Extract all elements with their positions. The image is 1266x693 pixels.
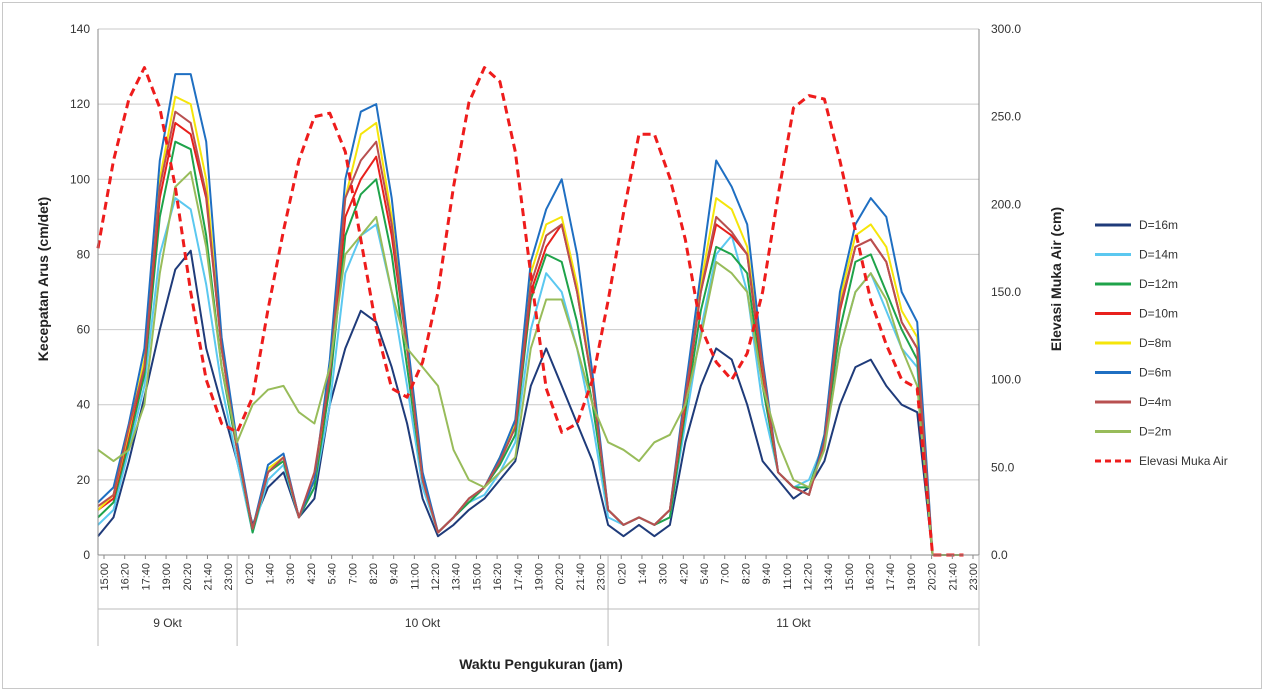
y-left-tick-label: 140	[70, 22, 90, 36]
x-tick-label: 21:40	[947, 563, 959, 591]
series-line-d-6m	[97, 73, 964, 556]
legend-label: Elevasi Muka Air	[1139, 454, 1228, 468]
legend-label: D=4m	[1139, 395, 1171, 409]
y-right-tick-label: 50.0	[991, 460, 1015, 474]
chart-svg: 0 20 40 60 80 100 120 140 0.0 50.0 100.0 150.0 200.0…	[35, 22, 1228, 672]
series-line-elevasi-muka-air	[96, 66, 964, 557]
y-axis-left-title: Kecepatan Arus (cm/det)	[35, 197, 51, 361]
y-right-tick-label: 150.0	[991, 285, 1021, 299]
x-tick-label: 0:20	[244, 563, 256, 584]
x-tick-label: 13:40	[451, 563, 463, 591]
series-layer	[96, 66, 964, 557]
x-tick-label: 16:20	[492, 563, 504, 591]
x-tick-label: 17:40	[140, 563, 152, 591]
y-left-tick-label: 20	[77, 473, 91, 487]
x-tick-label: 21:40	[575, 563, 587, 591]
legend-label: D=14m	[1139, 248, 1178, 262]
x-tick-label: 11:00	[409, 563, 421, 590]
x-tick-label: 3:00	[658, 563, 670, 584]
x-tick-label: 16:20	[865, 563, 877, 591]
day-label: 10 Okt	[405, 616, 441, 630]
legend: D=16m D=14m D=12m D=10m D=8m D=6m D=4m D=2m Elev…	[1095, 218, 1228, 468]
x-tick-label: 11:00	[782, 563, 794, 590]
x-tick-label: 23:00	[223, 563, 235, 591]
y-left-tick-label: 80	[77, 247, 91, 261]
x-axis-title: Waktu Pengukuran (jam)	[459, 656, 623, 672]
x-tick-label: 19:00	[534, 563, 546, 591]
x-tick-label: 8:20	[368, 563, 380, 584]
x-tick-label: 3:00	[285, 563, 297, 584]
x-tick-label: 7:00	[347, 563, 359, 584]
x-tick-label: 19:00	[906, 563, 918, 591]
series-line-d-2m	[97, 170, 964, 556]
y-right-tick-label: 300.0	[991, 22, 1021, 36]
y-left-tick-label: 40	[77, 398, 91, 412]
gridlines	[98, 28, 979, 556]
x-tick-label: 15:00	[844, 563, 856, 591]
x-tick-label: 13:40	[823, 563, 835, 591]
legend-label: D=16m	[1139, 218, 1178, 232]
y-left-tick-label: 120	[70, 97, 90, 111]
y-right-tick-label: 200.0	[991, 197, 1021, 211]
x-tick-label: 17:40	[885, 563, 897, 591]
x-tick-label: 23:00	[596, 563, 608, 591]
legend-label: D=2m	[1139, 425, 1171, 439]
x-tick-label: 5:40	[327, 563, 339, 584]
axes: 0 20 40 60 80 100 120 140 0.0 50.0 100.0 150.0 200.0…	[70, 22, 1021, 646]
x-tick-label: 23:00	[968, 563, 980, 591]
legend-label: D=12m	[1139, 277, 1178, 291]
x-tick-label: 15:00	[99, 563, 111, 591]
x-tick-label: 9:40	[389, 563, 401, 584]
x-tick-label: 5:40	[699, 563, 711, 584]
x-tick-label: 9:40	[761, 563, 773, 584]
x-tick-label: 4:20	[306, 563, 318, 584]
y-axis-right-title: Elevasi Muka Air (cm)	[1048, 207, 1064, 351]
y-left-tick-label: 100	[70, 172, 90, 186]
y-right-tick-label: 100.0	[991, 373, 1021, 387]
day-label: 11 Okt	[776, 616, 811, 630]
x-tick-label: 20:20	[554, 563, 566, 591]
x-tick-label: 20:20	[182, 563, 194, 591]
x-tick-label: 16:20	[120, 563, 132, 591]
series-line-d-8m	[97, 95, 964, 556]
x-tick-label: 19:00	[161, 563, 173, 591]
y-right-tick-label: 0.0	[991, 548, 1008, 562]
legend-label: D=6m	[1139, 366, 1171, 380]
x-tick-label: 7:00	[720, 563, 732, 584]
legend-label: D=10m	[1139, 307, 1178, 321]
x-tick-label: 20:20	[927, 563, 939, 591]
legend-label: D=8m	[1139, 336, 1171, 350]
x-tick-label: 15:00	[471, 563, 483, 591]
x-tick-label: 17:40	[513, 563, 525, 591]
series-line-d-10m	[97, 121, 964, 556]
y-left-tick-label: 60	[77, 323, 91, 337]
y-left-tick-label: 0	[83, 548, 90, 562]
x-tick-label: 1:40	[637, 563, 649, 584]
day-label: 9 Okt	[153, 616, 182, 630]
y-right-tick-label: 250.0	[991, 110, 1021, 124]
x-tick-label: 4:20	[678, 563, 690, 584]
x-tick-label: 12:20	[430, 563, 442, 591]
x-tick-label: 21:40	[202, 563, 214, 591]
x-tick-label: 12:20	[802, 563, 814, 591]
x-tick-label: 1:40	[265, 563, 277, 584]
x-tick-label: 0:20	[616, 563, 628, 584]
x-tick-label: 8:20	[740, 563, 752, 584]
